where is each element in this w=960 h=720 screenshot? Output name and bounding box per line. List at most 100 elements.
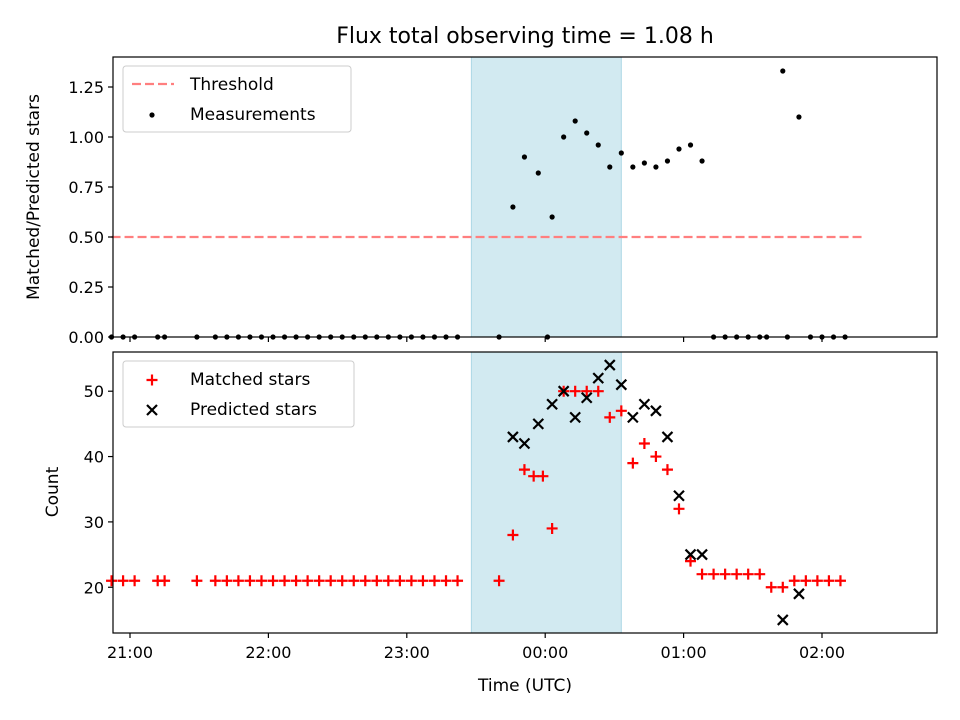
measurement-point (618, 150, 624, 156)
predicted-star-point (627, 411, 639, 424)
legend-matched-swatch (146, 374, 158, 386)
matched-star-point (302, 575, 314, 587)
legend-threshold-label: Threshold (189, 75, 274, 95)
measurement-point (687, 142, 694, 148)
x-tick-label: 00:00 (522, 643, 568, 662)
matched-star-point (742, 568, 754, 580)
measurement-point (676, 146, 682, 152)
matched-star-point (244, 575, 256, 587)
matched-star-point (823, 575, 835, 587)
matched-star-point (507, 529, 519, 541)
predicted-star-point (673, 489, 685, 502)
predicted-star-point (592, 372, 605, 384)
matched-star-point (405, 575, 417, 587)
matched-star-point (518, 464, 530, 476)
top-shaded-span (470, 56, 622, 338)
bottom-y-tick-label: 50 (84, 382, 104, 401)
matched-star-point (371, 575, 383, 587)
predicted-star-point (684, 548, 697, 561)
matched-star-point (719, 568, 731, 580)
matched-star-point (221, 575, 233, 587)
measurement-point (664, 158, 671, 164)
bottom-y-axis-label: Count (43, 466, 63, 517)
matched-star-point (615, 405, 627, 417)
bottom-y-tick-label: 40 (84, 448, 104, 467)
top-plot-frame (112, 56, 938, 338)
matched-star-point (255, 575, 267, 587)
matched-star-point (129, 575, 141, 587)
predicted-star-point (546, 398, 558, 411)
predicted-star-point (532, 418, 545, 430)
chart-title: Flux total observing time = 1.08 h (336, 24, 714, 49)
predicted-star-point (777, 614, 789, 626)
matched-star-point (428, 575, 440, 587)
top-legend-box (122, 65, 352, 133)
matched-star-point (348, 575, 360, 587)
bottom-panel: 20 30 40 50 21:00 22:00 23:00 00:00 01:00 02:00 Ma… (84, 351, 938, 662)
matched-star-point (777, 581, 789, 593)
matched-star-point (546, 522, 558, 534)
top-y-axis-label: Matched/Predicted stars (24, 94, 44, 300)
matched-star-point (493, 575, 505, 587)
matched-star-point (685, 555, 697, 567)
legend-matched-label: Matched stars (190, 370, 310, 390)
matched-star-point (754, 568, 766, 580)
top-legend: Threshold Measurements (122, 65, 352, 133)
matched-star-point (569, 385, 581, 397)
matched-star-point (765, 581, 777, 593)
predicted-star-point (507, 431, 519, 443)
matched-star-point (800, 575, 812, 587)
x-tick-label: 01:00 (661, 643, 707, 662)
matched-star-point (696, 568, 708, 580)
top-y-tick-label: 0.00 (68, 328, 104, 347)
measurement-point (653, 164, 659, 170)
matched-star-point (834, 575, 846, 587)
predicted-star-point (638, 398, 651, 411)
matched-star-point (592, 385, 604, 397)
predicted-star-point (696, 548, 708, 561)
x-tick-label: 02:00 (799, 643, 845, 662)
matched-star-point (604, 411, 616, 423)
measurement-point (535, 170, 541, 176)
matched-star-point (382, 575, 394, 587)
predicted-star-point (615, 378, 628, 391)
measurement-point (796, 114, 802, 120)
measurement-point (572, 118, 578, 124)
matched-star-point (627, 457, 639, 469)
matched-star-point (336, 575, 348, 587)
measurement-point (561, 134, 567, 140)
predicted-star-point (557, 385, 570, 397)
matched-star-point (209, 575, 221, 587)
measurement-point (780, 68, 786, 74)
legend-predicted-label: Predicted stars (190, 400, 317, 420)
x-axis-label: Time (UTC) (477, 676, 572, 696)
legend-measurements-swatch (149, 112, 155, 118)
matched-star-point (232, 575, 244, 587)
matched-star-point (279, 575, 291, 587)
matched-star-point (811, 575, 823, 587)
bottom-y-tick-label: 30 (84, 513, 104, 532)
matched-star-point (106, 575, 118, 587)
matched-star-point (117, 575, 129, 587)
matched-star-point (708, 568, 720, 580)
measurement-point (630, 164, 636, 170)
predicted-star-point (604, 359, 616, 371)
predicted-star-point (650, 405, 662, 417)
measurement-point (510, 204, 516, 210)
top-y-tick-label: 1.25 (68, 78, 104, 97)
measurement-point (641, 160, 647, 166)
top-y-tick-label: 0.75 (68, 178, 104, 197)
matched-star-point (638, 437, 650, 449)
measurement-point (607, 164, 613, 170)
predicted-star-point (580, 391, 593, 404)
matched-star-point (290, 575, 302, 587)
bottom-shaded-span (470, 351, 622, 634)
matched-star-point (581, 385, 593, 397)
top-y-tick-label: 0.25 (68, 278, 104, 297)
matched-star-point (528, 470, 540, 482)
x-tick-label: 21:00 (107, 643, 153, 662)
matched-star-point (359, 575, 371, 587)
matched-star-point (788, 575, 800, 587)
x-tick-label: 23:00 (384, 643, 430, 662)
